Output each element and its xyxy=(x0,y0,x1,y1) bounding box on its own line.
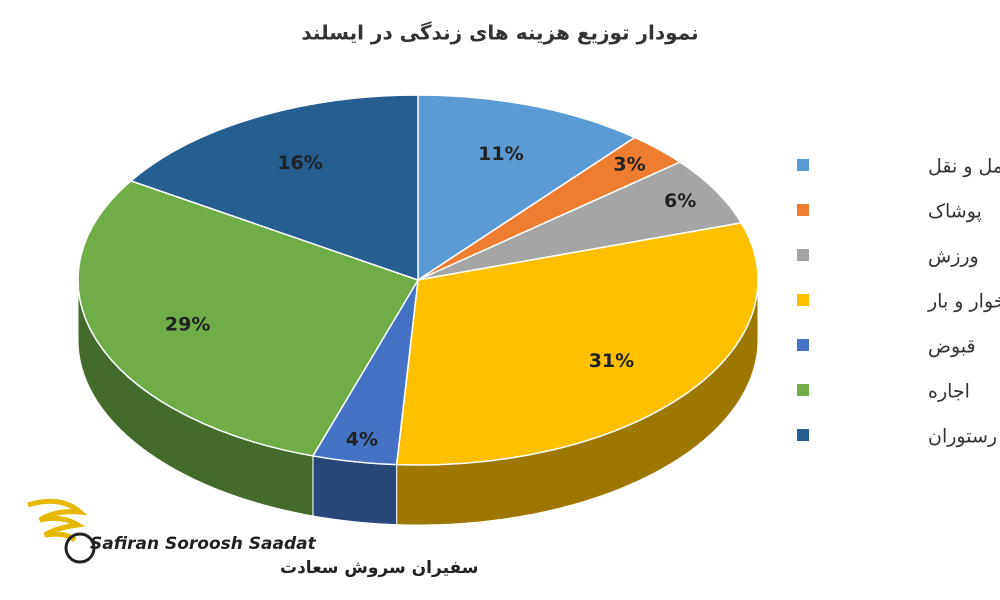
slice xyxy=(129,94,419,282)
logo-latin: Safiran Soroosh Saadat xyxy=(90,534,317,554)
chart-title: نمودار توزیع هزینه های زندگی در ایسلند xyxy=(301,21,698,45)
slice-side xyxy=(312,455,398,526)
legend-label: اجاره xyxy=(928,381,970,403)
legend-label: خوار و بار xyxy=(927,291,1000,313)
logo-mark xyxy=(64,532,96,564)
slice xyxy=(77,180,420,457)
slice xyxy=(417,161,743,281)
legend-label: پوشاک xyxy=(928,201,982,223)
logo: Safiran Soroosh Saadat سفیران سروش سعادت xyxy=(27,498,478,578)
legend-swatch xyxy=(797,294,809,306)
data-label: 6% xyxy=(664,190,696,212)
legend-swatch xyxy=(797,384,809,396)
logo-persian: سفیران سروش سعادت xyxy=(280,558,478,578)
data-label: 29% xyxy=(165,314,210,336)
legend-label: ورزش xyxy=(928,246,979,268)
data-label: 4% xyxy=(346,428,378,450)
legend-label: رستوران xyxy=(928,426,997,448)
data-label: 31% xyxy=(589,350,634,372)
legend-swatch xyxy=(797,204,809,216)
legend-label: حمل و نقل xyxy=(928,156,1000,178)
legend-swatch xyxy=(797,249,809,261)
slice xyxy=(417,94,637,282)
logo-wing xyxy=(27,498,88,543)
data-label: 16% xyxy=(277,152,322,174)
legend-swatch xyxy=(797,339,809,351)
slice xyxy=(395,222,759,466)
legend-label: قبوض xyxy=(928,336,976,358)
data-label: 3% xyxy=(613,153,645,175)
legend-swatch xyxy=(797,429,809,441)
data-label: 11% xyxy=(478,143,523,165)
legend-swatch xyxy=(797,159,809,171)
